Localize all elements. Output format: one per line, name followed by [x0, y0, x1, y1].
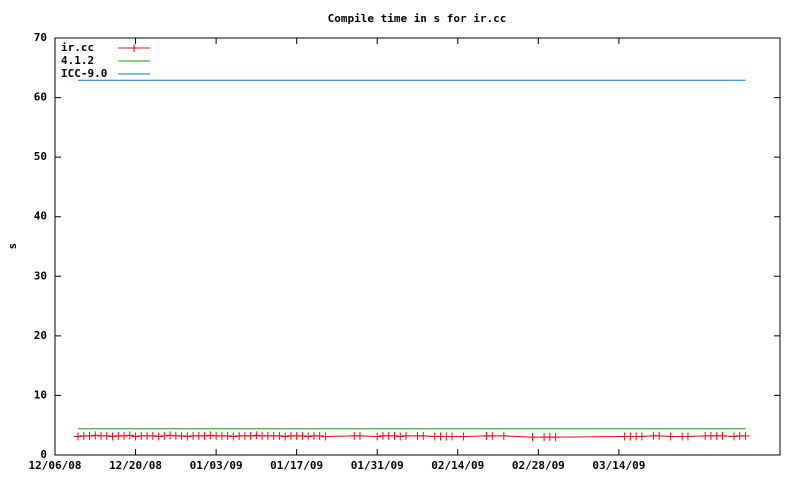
point-marker — [551, 433, 560, 442]
point-marker — [148, 431, 157, 440]
point-marker — [131, 432, 140, 441]
point-marker — [275, 431, 284, 440]
point-marker — [91, 431, 100, 440]
point-marker — [666, 432, 675, 441]
point-marker — [252, 431, 261, 440]
point-marker — [655, 431, 664, 440]
x-tick-label: 12/06/08 — [29, 459, 82, 472]
point-marker — [528, 433, 537, 442]
y-tick-label: 60 — [34, 91, 47, 104]
point-marker — [488, 431, 497, 440]
legend-label: ir.cc — [61, 41, 94, 54]
legend-marker — [130, 44, 138, 52]
point-marker — [637, 432, 646, 441]
x-tick-label: 01/17/09 — [270, 459, 323, 472]
chart-title: Compile time in s for ir.cc — [328, 12, 507, 25]
point-marker — [200, 431, 209, 440]
y-tick-label: 20 — [34, 329, 47, 342]
x-tick-label: 02/14/09 — [431, 459, 484, 472]
x-tick-label: 01/31/09 — [351, 459, 404, 472]
point-marker — [160, 431, 169, 440]
point-marker — [390, 431, 399, 440]
legend-label: ICC-9.0 — [61, 67, 107, 80]
point-marker — [718, 431, 727, 440]
point-marker — [108, 432, 117, 441]
x-tick-label: 12/20/08 — [109, 459, 162, 472]
point-marker — [223, 431, 232, 440]
point-marker — [206, 431, 215, 440]
point-marker — [396, 432, 405, 441]
point-marker — [741, 431, 750, 440]
plot-frame — [54, 37, 781, 456]
point-marker — [315, 431, 324, 440]
point-marker — [419, 431, 428, 440]
point-marker — [120, 431, 129, 440]
y-axis-label: s — [6, 243, 19, 250]
point-marker — [373, 432, 382, 441]
x-tick-label: 01/03/09 — [190, 459, 243, 472]
point-marker — [177, 431, 186, 440]
point-marker — [166, 431, 175, 440]
point-marker — [304, 432, 313, 441]
y-tick-label: 50 — [34, 150, 47, 163]
y-tick-label: 0 — [40, 448, 47, 461]
x-tick-label: 02/28/09 — [512, 459, 565, 472]
legend-label: 4.1.2 — [61, 54, 94, 67]
point-marker — [459, 432, 468, 441]
point-marker — [499, 431, 508, 440]
point-marker — [298, 431, 307, 440]
point-marker — [321, 432, 330, 441]
point-marker — [74, 432, 83, 441]
point-marker — [102, 431, 111, 440]
point-marker — [85, 431, 94, 440]
point-marker — [246, 431, 255, 440]
point-marker — [683, 432, 692, 441]
point-marker — [125, 431, 134, 440]
point-marker — [183, 432, 192, 441]
y-tick-label: 30 — [34, 269, 47, 282]
x-tick-label: 03/14/09 — [592, 459, 645, 472]
point-marker — [729, 432, 738, 441]
y-tick-label: 10 — [34, 388, 47, 401]
point-marker — [154, 432, 163, 441]
point-marker — [229, 432, 238, 441]
point-marker — [355, 431, 364, 440]
point-marker — [401, 431, 410, 440]
point-marker — [448, 432, 457, 441]
point-marker — [281, 432, 290, 441]
y-tick-label: 40 — [34, 210, 47, 223]
y-tick-label: 70 — [34, 31, 47, 44]
